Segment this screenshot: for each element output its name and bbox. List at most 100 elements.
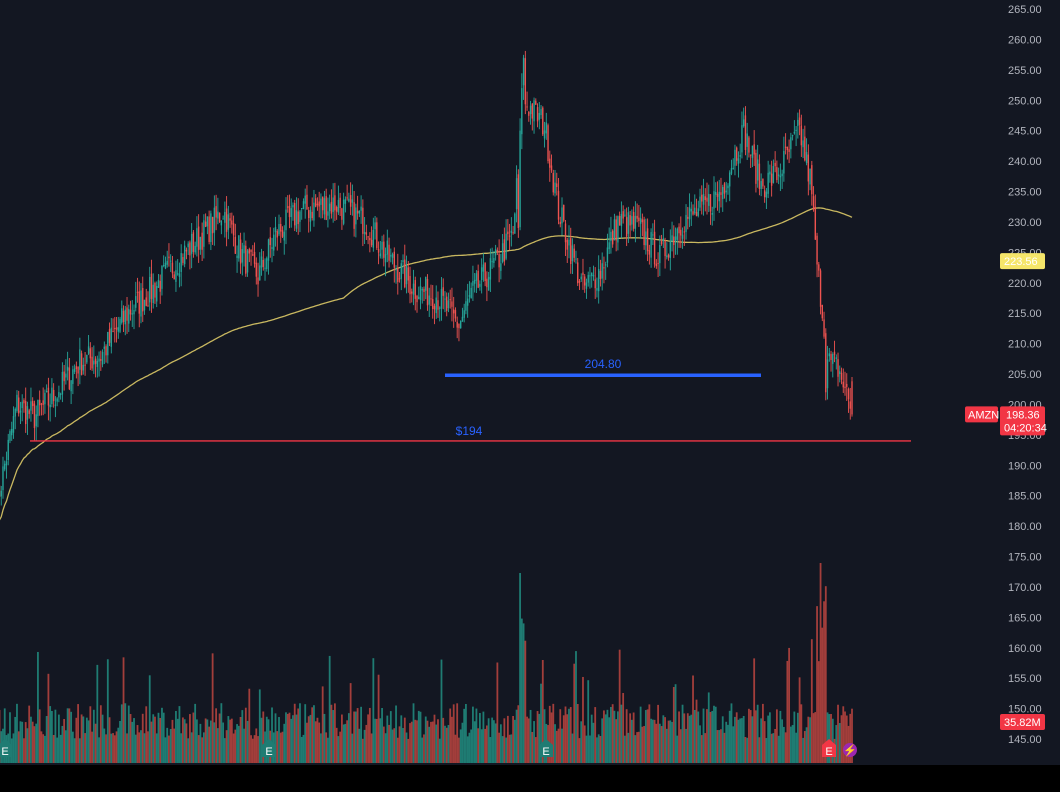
volume-bar [122,657,125,763]
price-axis-background[interactable] [1000,0,1060,765]
candle-body [414,280,416,299]
volume-bar [611,704,614,763]
candle-body [26,406,29,420]
candle-body [503,239,506,262]
volume-bar [725,721,728,763]
candle-body [622,211,624,219]
candle-body [716,193,719,197]
volume-bar [318,722,321,763]
volume-bar [293,703,296,763]
candle-body [325,196,327,220]
volume-bar [632,712,635,763]
volume-bar [227,716,230,763]
volume-bar [321,686,324,763]
candle-body [580,276,582,280]
volume-bar [194,703,197,763]
volume-bar [234,729,237,763]
plot-background[interactable] [0,0,1000,765]
volume-bar [313,705,315,763]
candle-body [196,228,198,247]
candle-body [563,204,565,221]
volume-bar [817,661,820,763]
candle-body [753,144,755,155]
candle-body [171,262,174,274]
candle-body [440,289,443,309]
volume-bar [141,713,144,763]
candle-body [131,313,133,315]
earnings-marker[interactable]: E [822,739,836,758]
volume-bar [325,732,328,763]
volume-bar [190,732,193,763]
candle-body [169,260,172,262]
volume-bar [795,732,797,763]
candle-body [618,215,621,226]
candle-body [197,226,200,250]
volume-bar [431,721,434,763]
candle-body [479,283,481,287]
volume-bar [762,703,764,763]
candle-body [51,387,53,405]
candle-body [136,291,139,293]
earnings-marker[interactable]: E [262,739,276,758]
volume-bar [617,711,619,763]
candle-body [702,194,705,205]
candle-body [351,199,354,203]
candle-body [449,299,451,301]
candle-body [260,256,263,268]
candle-body [699,196,701,208]
candle-body [617,216,619,243]
candle-body [797,119,799,126]
volume-bar [538,713,541,763]
volume-bar [555,730,558,763]
volume-bar [71,731,74,763]
volume-bar [78,738,81,763]
volume-bar [400,715,403,763]
candle-body [37,399,39,417]
volume-bar [760,718,763,763]
volume-bar [283,723,286,763]
candle-body [606,247,609,263]
candle-body [613,219,616,241]
candle-body [4,463,6,470]
volume-bar [295,714,298,763]
candle-body [297,211,299,225]
volume-bar [690,714,693,763]
volume-bar [292,715,294,763]
candle-body [234,236,237,254]
candle-body [666,255,668,258]
volume-bar [414,719,417,763]
candle-body [358,210,361,214]
volume-bar [103,728,106,763]
volume-bar [772,733,775,763]
dividend-marker[interactable]: ⚡ [843,743,857,757]
price-tick-label: 255.00 [1008,65,1042,77]
volume-bar [302,734,305,763]
volume-bar [244,707,247,763]
volume-bar [89,706,92,763]
volume-bar [129,714,132,763]
candle-body [641,219,644,223]
candle-body [110,327,112,347]
candle-body [748,137,750,153]
candle-body [156,286,158,302]
candle-body [278,223,280,235]
earnings-marker-shape [822,739,836,757]
candle-body [597,268,600,292]
volume-bar [115,731,118,763]
volume-bar [482,711,485,763]
volume-bar [423,734,425,763]
volume-bar [82,716,85,763]
volume-bar [800,704,803,763]
candle-body [795,129,797,132]
earnings-marker[interactable]: E [0,739,12,758]
event-markers[interactable]: E E E E ⚡ [0,739,857,758]
candle-body [42,400,44,405]
volume-bar [692,675,694,763]
volume-bar [491,717,494,763]
volume-bar [389,711,392,763]
earnings-marker[interactable]: E [539,739,553,758]
volume-bar [517,705,520,763]
candle-body [89,348,92,359]
